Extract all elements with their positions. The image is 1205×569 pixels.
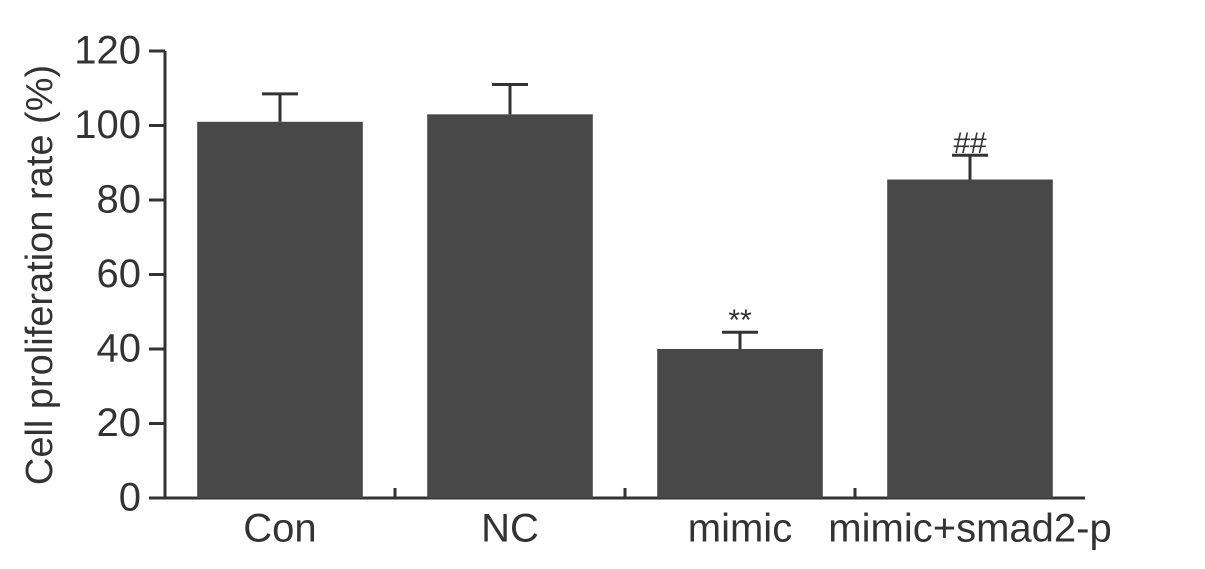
bar [657,349,823,498]
bar [887,179,1053,498]
y-tick-label: 120 [74,29,141,73]
error-bar [262,92,298,122]
bar [197,121,363,499]
bar [427,114,593,498]
x-tick-label: Con [243,507,316,551]
error-bar [952,153,988,180]
error-bar [722,330,758,349]
x-tick-label: mimic+smad2-p [828,507,1111,551]
y-axis-label: Cell proliferation rate (%) [19,65,61,485]
annotation: ** [728,304,752,337]
x-tick-label: mimic [688,507,792,551]
annotation: ## [953,127,987,160]
y-tick-label: 100 [74,103,141,147]
y-tick-label: 0 [119,476,141,520]
y-tick-label: 80 [97,178,142,222]
error-bar [492,83,528,115]
y-tick-label: 40 [97,327,142,371]
y-tick-label: 60 [97,252,142,296]
x-tick-label: NC [481,507,539,551]
y-tick-label: 20 [97,401,142,445]
